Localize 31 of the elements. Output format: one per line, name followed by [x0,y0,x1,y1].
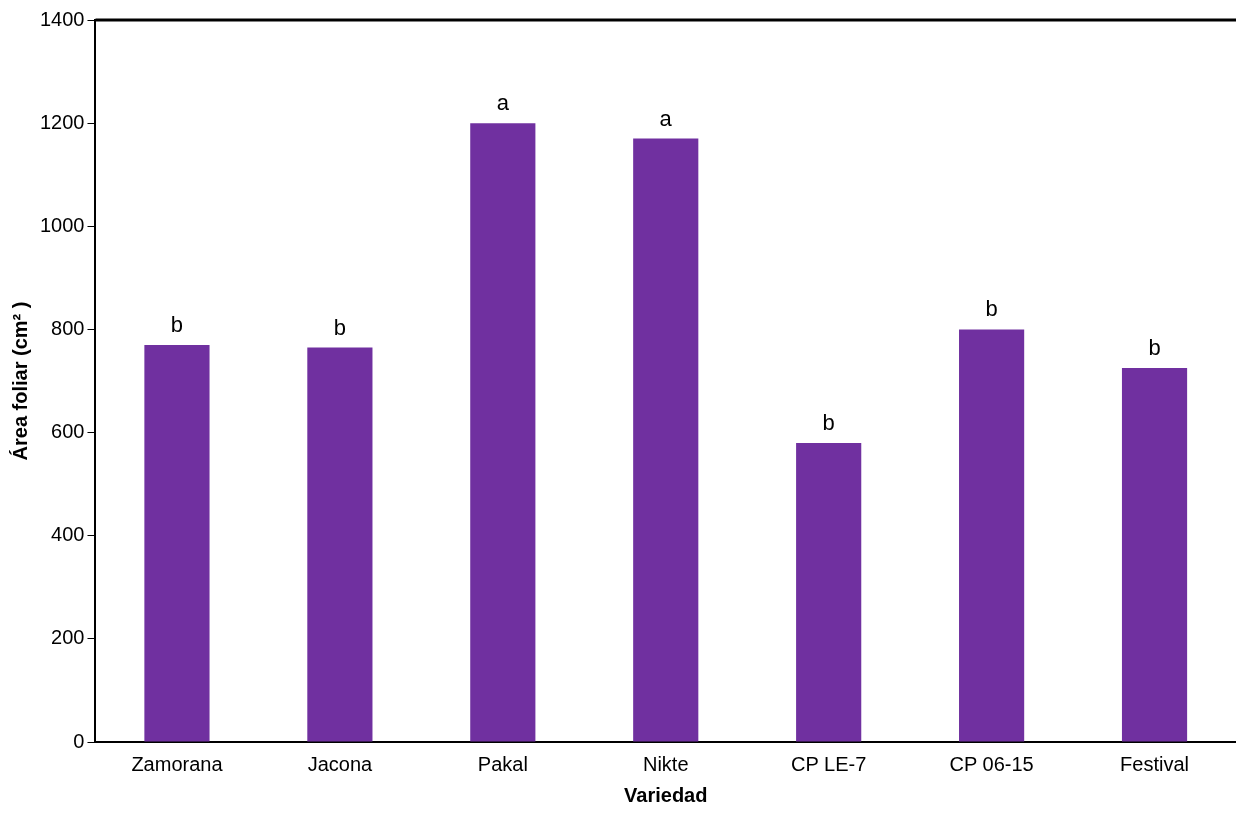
x-tick-label: CP LE-7 [791,752,867,775]
y-tick-label: 1000 [39,213,85,236]
bar [307,347,373,742]
annotation: b [985,296,998,322]
annotation: b [822,409,835,435]
x-tick-label: Jacona [307,752,374,775]
x-tick-label: Festival [1120,752,1189,775]
bar [959,329,1025,742]
x-tick-label: Pakal [477,752,528,775]
y-tick-label: 600 [51,420,85,443]
annotation: b [170,311,184,337]
annotation: a [496,90,510,116]
y-tick-label: 1200 [39,110,85,133]
y-tick-label: 200 [51,626,85,649]
bar [1121,368,1188,742]
bar [633,138,699,742]
x-axis-title: Variedad [624,783,708,806]
y-tick-label: 0 [73,729,85,752]
annotation: b [1148,335,1161,361]
annotation: a [659,105,673,131]
bar [796,442,862,742]
x-tick-label: Nikte [642,752,689,775]
bar [144,344,210,742]
annotation: b [333,314,347,340]
x-tick-label: CP 06-15 [949,752,1034,775]
y-axis-title: Área foliar (cm² ) [8,301,31,461]
y-tick-label: 800 [51,316,85,339]
x-tick-label: Zamorana [131,752,224,775]
y-tick-label: 400 [51,523,85,546]
y-tick-label: 1400 [39,7,85,30]
bar [470,123,536,742]
